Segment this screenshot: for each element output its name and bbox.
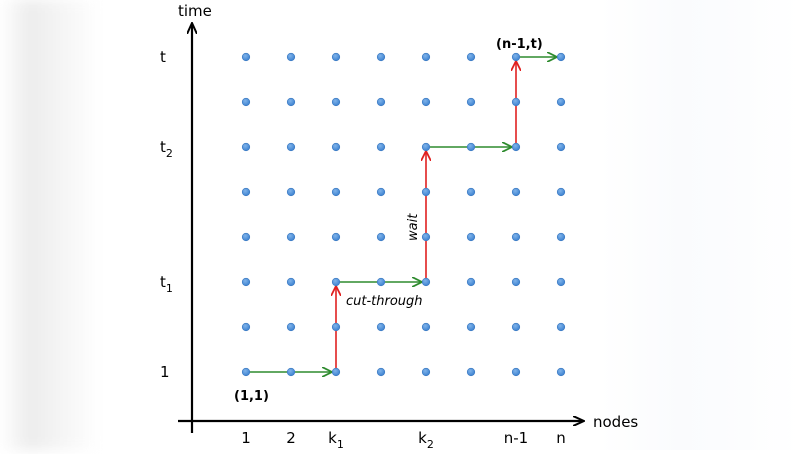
grid-dot	[331, 142, 341, 152]
grid-dot	[331, 277, 341, 287]
grid-dot	[466, 367, 476, 377]
x-tick-label: k1	[328, 429, 344, 450]
grid-dot	[421, 232, 431, 242]
blurred-background-right	[600, 0, 800, 450]
start-point-label: (1,1)	[234, 389, 269, 404]
grid-dot	[286, 232, 296, 242]
grid-dot	[331, 232, 341, 242]
grid-dot	[286, 142, 296, 152]
grid-dot	[241, 52, 251, 62]
grid-dot	[376, 277, 386, 287]
grid-dot	[376, 232, 386, 242]
grid-dot	[241, 277, 251, 287]
grid-dot	[241, 142, 251, 152]
grid-dot	[286, 322, 296, 332]
wait-label: wait	[406, 213, 421, 241]
grid-dot	[556, 277, 566, 287]
grid-dot	[556, 232, 566, 242]
grid-dot	[331, 322, 341, 332]
grid-dot	[241, 367, 251, 377]
grid-dot	[466, 322, 476, 332]
y-axis-label: time	[178, 2, 212, 20]
x-tick-label: k2	[418, 429, 434, 450]
grid-dot	[556, 97, 566, 107]
grid-dot	[556, 322, 566, 332]
grid-dot	[556, 142, 566, 152]
x-tick-label: n	[556, 429, 566, 447]
grid-dot	[511, 97, 521, 107]
grid-dot	[376, 187, 386, 197]
grid-dot	[421, 52, 431, 62]
grid-dot	[376, 97, 386, 107]
grid-dot	[241, 232, 251, 242]
grid-dot	[556, 52, 566, 62]
grid-dot	[511, 322, 521, 332]
y-tick-label: t	[160, 48, 166, 66]
grid-dot	[286, 367, 296, 377]
x-tick-label: n-1	[504, 429, 528, 447]
grid-dot	[511, 232, 521, 242]
grid-dot	[421, 322, 431, 332]
grid-dot	[376, 142, 386, 152]
end-point-label: (n-1,t)	[496, 37, 543, 52]
y-tick-label: t2	[160, 138, 173, 160]
grid-dot	[421, 187, 431, 197]
y-tick-label: 1	[160, 363, 170, 381]
x-tick-label: 2	[286, 429, 296, 447]
grid-dot	[556, 187, 566, 197]
grid-dot	[511, 187, 521, 197]
grid-dot	[556, 367, 566, 377]
grid-dot	[286, 97, 296, 107]
grid-dot	[421, 142, 431, 152]
grid-dot	[466, 52, 476, 62]
y-tick-label: t1	[160, 273, 173, 295]
grid-dot	[466, 187, 476, 197]
x-axis-label: nodes	[593, 413, 638, 431]
grid-dot	[331, 97, 341, 107]
grid-dot	[466, 97, 476, 107]
x-tick-label: 1	[241, 429, 251, 447]
grid-dot	[241, 97, 251, 107]
grid-dot	[466, 277, 476, 287]
grid-dot	[331, 187, 341, 197]
grid-dot	[511, 52, 521, 62]
node-time-grid	[241, 52, 566, 377]
grid-dot	[421, 97, 431, 107]
grid-dot	[421, 367, 431, 377]
grid-dot	[511, 142, 521, 152]
grid-dot	[376, 322, 386, 332]
cut-through-label: cut-through	[346, 294, 423, 309]
grid-dot	[466, 232, 476, 242]
grid-dot	[331, 367, 341, 377]
grid-dot	[376, 367, 386, 377]
grid-dot	[286, 277, 296, 287]
x-tick-labels: 1 2 k1 k2 n-1 n	[241, 429, 566, 451]
grid-dot	[286, 52, 296, 62]
grid-dot	[421, 277, 431, 287]
y-tick-labels: t t2 t1 1	[160, 48, 173, 381]
grid-dot	[241, 187, 251, 197]
grid-dot	[376, 52, 386, 62]
grid-dot	[286, 187, 296, 197]
blurred-background-left	[0, 0, 100, 450]
grid-dot	[511, 277, 521, 287]
grid-dot	[241, 322, 251, 332]
grid-dot	[466, 142, 476, 152]
grid-dot	[511, 367, 521, 377]
grid-dot	[331, 52, 341, 62]
